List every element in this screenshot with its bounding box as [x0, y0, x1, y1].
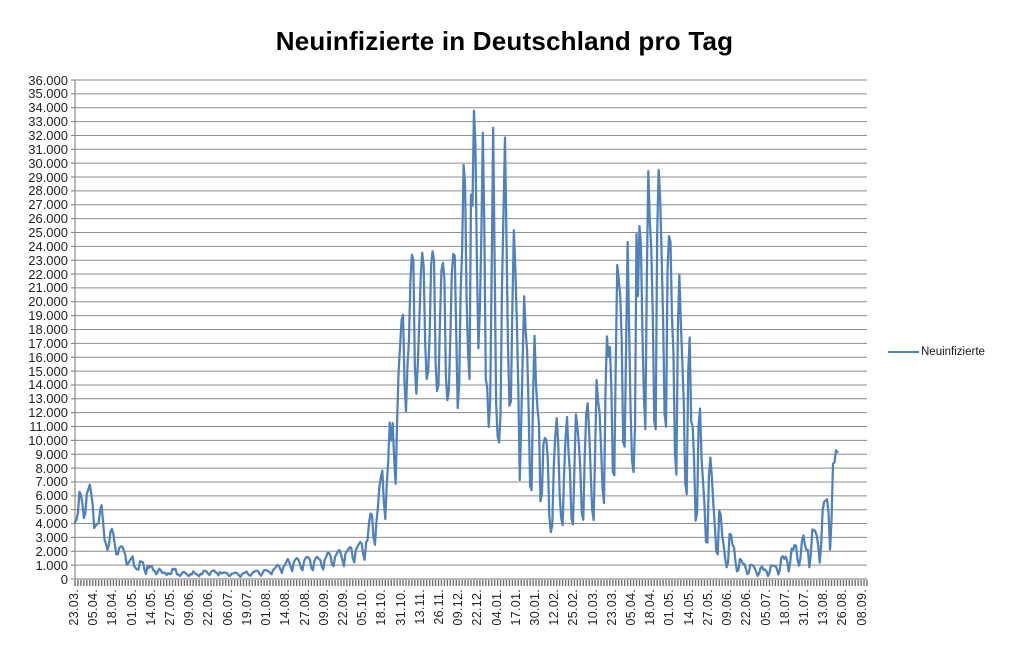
y-axis-tick-label: 1.000: [35, 557, 68, 573]
y-axis-tick-label: 30.000: [28, 155, 68, 171]
x-axis-tick-label: 26.11.: [431, 589, 446, 625]
x-axis-tick-label: 05.10.: [355, 589, 370, 626]
y-axis-tick-label: 28.000: [28, 183, 68, 199]
x-axis-tick-label: 18.04.: [105, 589, 120, 626]
x-axis-tick-label: 26.08.: [835, 589, 850, 626]
y-axis-tick-label: 9.000: [35, 446, 68, 462]
x-axis-tick-label: 10.03.: [585, 589, 600, 626]
x-axis-tick-label: 23.03.: [67, 589, 81, 626]
x-axis-tick-label: 18.10.: [374, 589, 389, 626]
y-axis-tick-label: 15.000: [28, 363, 68, 379]
x-axis-tick-label: 13.08.: [816, 589, 831, 626]
x-axis-tick-label: 30.01.: [528, 589, 542, 626]
y-axis-tick-label: 13.000: [28, 391, 68, 407]
x-axis-tick-label: 09.09.: [316, 589, 331, 626]
legend-line-swatch: [888, 351, 919, 353]
x-axis-tick-label: 05.04.: [86, 589, 101, 626]
y-axis-tick-label: 36.000: [28, 72, 68, 88]
x-axis-tick-label: 06.07.: [220, 589, 235, 626]
x-axis-tick-label: 05.04.: [624, 589, 639, 626]
x-axis-tick-label: 14.08.: [278, 589, 293, 626]
x-axis-tick-label: 01.08.: [259, 589, 274, 626]
x-axis-tick-label: 22.06.: [201, 589, 216, 626]
y-axis-tick-label: 33.000: [28, 114, 68, 130]
y-axis-tick-label: 10.000: [28, 432, 68, 448]
y-axis-tick-label: 29.000: [28, 169, 68, 185]
y-axis-tick-label: 0: [60, 571, 68, 587]
y-axis-tick-label: 8.000: [35, 460, 68, 476]
y-axis-tick-label: 18.000: [28, 322, 68, 337]
x-axis-tick-label: 09.12.: [451, 589, 466, 626]
x-axis-tick-label: 05.07.: [758, 589, 773, 626]
x-axis-tick-label: 31.07.: [796, 589, 811, 626]
x-axis-tick-label: 23.03.: [604, 589, 619, 626]
x-axis-tick-label: 27.08.: [297, 589, 312, 626]
x-axis-tick-label: 22.06.: [739, 589, 754, 626]
x-axis-tick-label: 12.02.: [547, 589, 562, 626]
y-axis-tick-label: 11.000: [29, 419, 68, 435]
data-line-neuinfizierte: [73, 109, 839, 578]
x-axis-tick-label: 14.05.: [143, 589, 158, 626]
y-axis-tick-label: 4.000: [35, 516, 68, 532]
y-axis-tick-label: 3.000: [35, 529, 68, 545]
x-axis-tick-label: 17.01.: [508, 589, 523, 626]
x-axis-tick-label: 09.06.: [182, 589, 197, 626]
x-axis-tick-label: 31.10.: [393, 589, 408, 626]
x-axis-tick-label: 22.12.: [470, 589, 485, 626]
x-axis-tick-label: 19.07.: [239, 589, 254, 626]
x-axis-tick-label: 27.05.: [700, 589, 715, 626]
y-axis-tick-label: 12.000: [28, 405, 68, 421]
y-axis-tick-label: 35.000: [28, 86, 68, 102]
y-axis-tick-label: 2.000: [35, 543, 68, 559]
y-axis-tick-label: 19.000: [28, 308, 68, 324]
x-axis-tick-label: 09.06.: [720, 589, 735, 626]
y-axis-tick-label: 5.000: [35, 502, 68, 518]
y-axis-tick-label: 25.000: [28, 224, 68, 240]
y-axis-tick-label: 14.000: [28, 377, 68, 393]
y-axis-tick-label: 26.000: [28, 211, 68, 227]
y-axis-tick-label: 34.000: [28, 100, 68, 116]
y-axis-tick-label: 23.000: [28, 252, 68, 268]
y-axis-tick-label: 16.000: [28, 349, 68, 365]
y-axis-tick-label: 24.000: [28, 238, 68, 254]
x-axis-tick-label: 18.04.: [643, 589, 658, 626]
y-axis-tick-label: 32.000: [28, 127, 68, 143]
x-axis-tick-label: 27.05.: [163, 589, 178, 626]
legend-series-label: Neuinfizierte: [921, 346, 985, 358]
x-axis-tick-label: 01.05.: [662, 589, 677, 626]
y-axis-tick-label: 20.000: [28, 294, 68, 310]
x-axis-tick-label: 22.09.: [335, 589, 350, 626]
legend: Neuinfizierte: [888, 346, 985, 358]
x-axis-tick-label: 13.11.: [412, 589, 427, 625]
y-axis-tick-label: 31.000: [28, 141, 68, 157]
y-axis-tick-label: 27.000: [28, 197, 68, 213]
y-axis-tick-label: 21.000: [28, 280, 68, 296]
y-axis-tick-label: 7.000: [35, 474, 68, 490]
y-axis-tick-label: 17.000: [28, 335, 68, 351]
x-axis-tick-label: 25.02.: [566, 589, 581, 626]
x-axis-tick-label: 04.01.: [489, 589, 504, 626]
chart-title: Neuinfizierte in Deutschland pro Tag: [275, 26, 734, 56]
y-axis-tick-label: 6.000: [35, 488, 68, 504]
x-axis-tick-label: 01.05.: [124, 589, 139, 626]
y-axis-tick-label: 22.000: [28, 266, 68, 282]
x-axis-tick-label: 14.05.: [681, 589, 696, 626]
x-axis-tick-label: 18.07.: [777, 589, 792, 626]
x-axis-tick-label: 08.09.: [854, 589, 869, 626]
